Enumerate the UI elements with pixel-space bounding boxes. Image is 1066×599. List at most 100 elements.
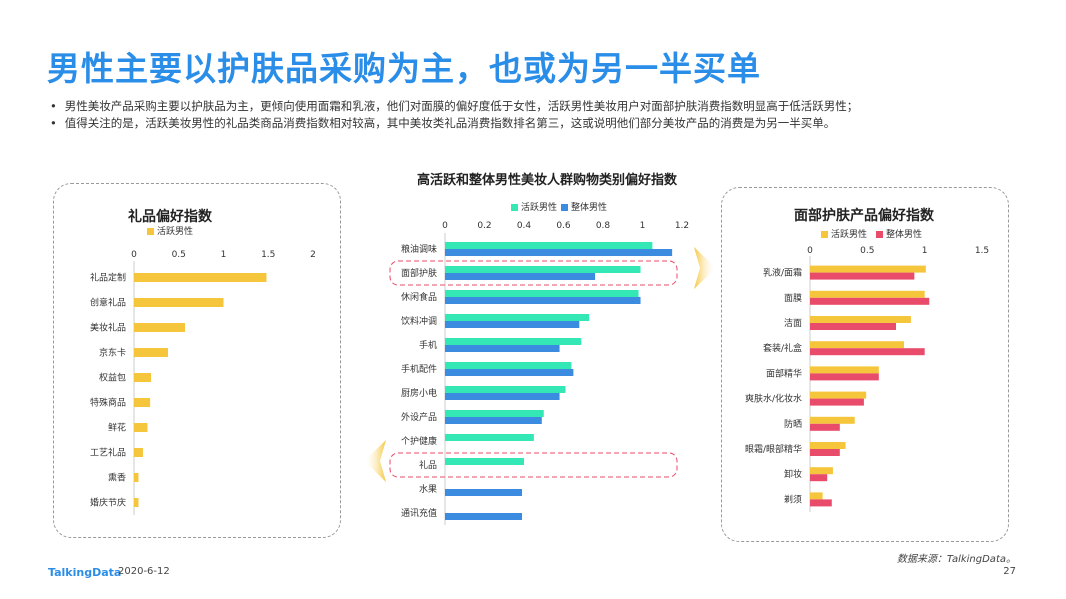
left-panel [53, 183, 341, 538]
bar-overall [810, 499, 832, 507]
bar-active [810, 442, 846, 449]
category-label: 剃须 [784, 493, 802, 505]
arrow-left-icon [364, 440, 386, 482]
right-panel [721, 187, 1009, 542]
legend-swatch [561, 204, 568, 211]
legend-label: 整体男性 [886, 228, 922, 240]
bullet-list: 男性美妆产品采购主要以护肤品为主，更倾向使用面霜和乳液，他们对面膜的偏好度低于女… [50, 98, 859, 132]
x-tick-label: 2 [310, 250, 316, 260]
bar-active [134, 498, 139, 507]
category-label: 创意礼品 [90, 297, 126, 309]
category-label: 熏香 [108, 473, 126, 484]
chart-title: 面部护肤产品偏好指数 [794, 207, 935, 224]
bar-active [134, 448, 143, 457]
bar-active [810, 341, 905, 349]
bar-overall [445, 417, 542, 424]
category-label: 饮料冲调 [401, 315, 437, 327]
category-label: 休闲食品 [401, 291, 437, 303]
bar-active [134, 273, 267, 282]
bar-active [445, 410, 544, 417]
category-label: 乳液/面霜 [763, 267, 802, 279]
x-tick-label: 0.5 [860, 246, 874, 256]
arrow-right-icon [694, 247, 716, 289]
x-tick-label: 0 [442, 221, 448, 231]
chart-title: 高活跃和整体男性美妆人群购物类别偏好指数 [417, 172, 678, 188]
x-tick-label: 0 [131, 250, 137, 260]
category-label: 鲜花 [108, 422, 126, 434]
bullet-item: 男性美妆产品采购主要以护肤品为主，更倾向使用面霜和乳液，他们对面膜的偏好度低于女… [50, 98, 859, 115]
bar-active [445, 266, 641, 273]
bar-overall [810, 449, 840, 456]
category-label: 权益包 [99, 372, 126, 384]
category-label: 防晒 [784, 418, 802, 430]
bar-active [445, 362, 572, 369]
legend-label: 活跃男性 [521, 201, 557, 213]
legend-swatch [147, 228, 154, 235]
footer-date: 2020-6-12 [118, 566, 170, 577]
category-label: 水果 [419, 483, 437, 495]
bar-active [445, 458, 524, 465]
bar-active [445, 290, 639, 297]
category-label: 洁面 [784, 317, 802, 329]
category-label: 外设产品 [401, 411, 437, 423]
category-label: 面部精华 [766, 367, 802, 379]
bar-overall [445, 393, 560, 400]
bar-overall [445, 489, 523, 496]
bar-overall [445, 345, 560, 352]
bar-overall [810, 398, 864, 406]
legend-swatch [821, 231, 828, 238]
legend-swatch [876, 231, 883, 238]
category-label: 礼品 [419, 459, 437, 471]
category-label: 粮油调味 [401, 243, 437, 255]
legend-label: 整体男性 [571, 201, 607, 213]
category-label: 美妆礼品 [90, 322, 126, 334]
bar-active [445, 242, 653, 249]
bar-active [810, 391, 867, 399]
bar-overall [445, 297, 641, 304]
category-label: 厨房小电 [401, 387, 437, 399]
bar-overall [810, 348, 925, 356]
category-label: 手机配件 [401, 363, 437, 375]
bar-active [810, 492, 823, 500]
legend-swatch [511, 204, 518, 211]
bar-active [810, 316, 911, 323]
bar-active [810, 467, 833, 475]
bar-active [810, 265, 926, 273]
bar-active [134, 348, 169, 357]
bar-active [445, 386, 566, 393]
bar-active [810, 416, 855, 424]
bar-overall [810, 474, 828, 482]
x-tick-label: 0.2 [477, 221, 491, 231]
bar-active [134, 398, 151, 407]
legend-label: 活跃男性 [157, 225, 193, 237]
bar-overall [445, 321, 580, 328]
bar-active [810, 290, 925, 298]
category-label: 个护健康 [401, 435, 437, 447]
bar-overall [445, 513, 523, 520]
bar-active [445, 338, 582, 345]
bar-overall [810, 297, 930, 305]
bullet-item: 值得关注的是，活跃美妆男性的礼品类商品消费指数相对较高，其中美妆类礼品消费指数排… [50, 115, 858, 132]
bar-active [810, 366, 879, 374]
category-label: 工艺礼品 [90, 447, 126, 459]
bar-active [445, 434, 534, 441]
x-tick-label: 1.2 [675, 221, 689, 231]
category-label: 套装/礼盒 [763, 342, 802, 354]
category-label: 眼霜/眼部精华 [745, 443, 802, 455]
page-title: 男性主要以护肤品采购为主，也或为另一半买单 [47, 49, 761, 88]
bar-active [134, 473, 139, 482]
bar-overall [810, 373, 879, 381]
category-label: 面部护肤 [401, 267, 437, 279]
category-label: 京东卡 [99, 347, 126, 359]
bar-active [134, 423, 148, 432]
x-tick-label: 1 [221, 250, 227, 260]
bar-overall [445, 369, 574, 376]
x-tick-label: 0 [807, 246, 813, 256]
x-tick-label: 0.6 [556, 221, 571, 231]
bar-overall [445, 273, 596, 280]
bar-active [134, 323, 186, 332]
x-tick-label: 1 [640, 221, 646, 231]
